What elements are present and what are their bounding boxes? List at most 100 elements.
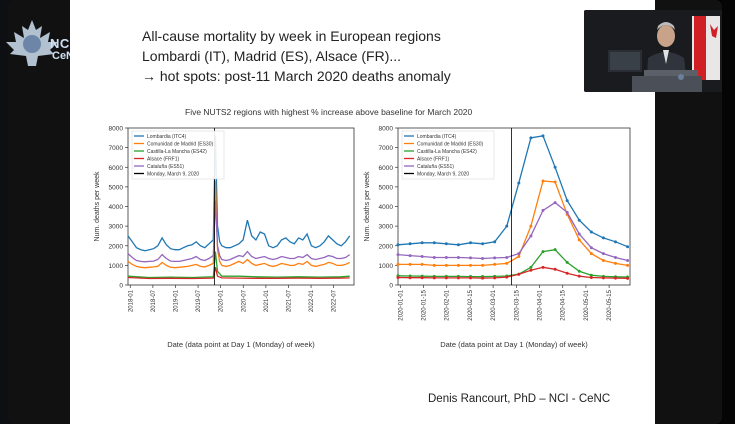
data-point-madrid bbox=[408, 262, 412, 266]
x-tick-label: 2020-04-01 bbox=[538, 289, 544, 320]
data-point-lombardia bbox=[517, 181, 521, 185]
data-point-alsace bbox=[481, 276, 485, 280]
data-point-alsace bbox=[408, 276, 412, 280]
data-point-lombardia bbox=[529, 136, 533, 140]
y-axis-label: Num. deaths per week bbox=[94, 171, 101, 242]
y-axis-label: Num. deaths per week bbox=[364, 171, 371, 242]
legend-box bbox=[401, 130, 495, 180]
data-point-lombardia bbox=[541, 134, 545, 138]
y-tick-label: 6000 bbox=[379, 165, 394, 172]
data-point-alsace bbox=[469, 276, 472, 280]
logo-text: NCI bbox=[50, 36, 74, 51]
y-tick-label: 8000 bbox=[379, 126, 394, 133]
data-point-cataluna bbox=[589, 246, 593, 250]
series-line-alsace bbox=[397, 266, 628, 279]
x-tick-label: 2020-07 bbox=[241, 289, 247, 312]
data-point-cataluna bbox=[493, 256, 497, 260]
data-point-madrid bbox=[601, 258, 605, 262]
data-point-madrid bbox=[456, 263, 460, 267]
data-point-lombardia bbox=[589, 230, 593, 234]
data-point-cataluna bbox=[481, 257, 485, 261]
data-point-cataluna bbox=[420, 255, 424, 259]
speaker-video-image bbox=[584, 10, 726, 92]
series-line-lombardia bbox=[127, 135, 351, 252]
x-tick-label: 2021-07 bbox=[286, 289, 292, 312]
data-point-cataluna bbox=[553, 201, 557, 205]
data-point-madrid bbox=[481, 263, 485, 267]
data-point-cataluna bbox=[517, 252, 521, 256]
data-point-alsace bbox=[529, 268, 533, 272]
nci-logo bbox=[2, 18, 122, 76]
data-point-madrid bbox=[432, 263, 436, 267]
data-point-cataluna bbox=[614, 256, 617, 260]
legend-label: Alsace (FRF1) bbox=[147, 157, 180, 163]
data-point-madrid bbox=[493, 262, 497, 266]
legend-label: Castilla-La Mancha (ES42) bbox=[147, 149, 207, 155]
x-tick-label: 2021-01 bbox=[264, 289, 270, 312]
data-point-cataluna bbox=[396, 253, 400, 257]
data-point-castilla bbox=[589, 273, 593, 277]
figure-title: Five NUTS2 regions with highest % increa… bbox=[185, 107, 473, 117]
data-point-madrid bbox=[517, 255, 521, 259]
y-tick-label: 4000 bbox=[109, 204, 124, 211]
series-line-madrid bbox=[127, 180, 350, 269]
data-point-alsace bbox=[444, 276, 448, 280]
data-point-madrid bbox=[469, 263, 472, 267]
data-point-alsace bbox=[456, 276, 460, 280]
y-tick-label: 4000 bbox=[379, 204, 394, 211]
title-line-2: Lombardi (IT), Madrid (ES), Alsace (FR).… bbox=[142, 48, 402, 64]
slide bbox=[70, 0, 655, 424]
data-point-alsace bbox=[493, 276, 497, 280]
y-tick-label: 3000 bbox=[109, 224, 124, 231]
x-tick-label: 2020-02-15 bbox=[468, 289, 474, 320]
legend-label: Monday, March 9, 2020 bbox=[417, 172, 469, 178]
data-point-madrid bbox=[505, 261, 509, 265]
data-point-lombardia bbox=[626, 245, 630, 249]
data-point-alsace bbox=[577, 274, 581, 278]
y-tick-label: 3000 bbox=[379, 224, 394, 231]
series-line-lombardia bbox=[397, 135, 628, 248]
data-point-lombardia bbox=[565, 199, 569, 203]
data-point-alsace bbox=[541, 265, 545, 269]
data-point-madrid bbox=[396, 262, 400, 266]
slide-title: All-cause mortality by week in European … bbox=[142, 26, 451, 86]
series-line-cataluna bbox=[127, 200, 351, 263]
y-tick-label: 5000 bbox=[379, 184, 394, 191]
data-point-madrid bbox=[626, 263, 630, 267]
legend-label: Comunidad de Madrid (ES30) bbox=[147, 142, 213, 148]
data-point-cataluna bbox=[541, 208, 545, 212]
legend-label: Lombardia (ITC4) bbox=[147, 134, 187, 140]
data-point-madrid bbox=[529, 224, 533, 228]
x-tick-label: 2020-01 bbox=[219, 289, 225, 312]
data-point-lombardia bbox=[408, 242, 412, 246]
legend-label: Lombardia (ITC4) bbox=[417, 134, 457, 140]
data-point-cataluna bbox=[626, 258, 630, 262]
data-point-cataluna bbox=[444, 256, 448, 260]
legend-label: Comunidad de Madrid (ES30) bbox=[417, 142, 483, 148]
y-tick-label: 5000 bbox=[109, 184, 124, 191]
data-point-madrid bbox=[577, 238, 581, 242]
data-point-madrid bbox=[553, 180, 557, 184]
series-line-castilla bbox=[127, 251, 350, 279]
legend-label: Cataluña (ES51) bbox=[417, 164, 454, 170]
data-point-lombardia bbox=[493, 240, 497, 244]
data-point-cataluna bbox=[505, 256, 509, 260]
x-tick-label: 2020-01-15 bbox=[422, 289, 428, 320]
data-point-lombardia bbox=[601, 236, 605, 240]
x-tick-label: 2020-03-15 bbox=[514, 289, 520, 320]
data-point-castilla bbox=[565, 260, 569, 264]
y-tick-label: 0 bbox=[119, 283, 123, 290]
x-tick-label: 2020-05-15 bbox=[607, 289, 613, 320]
data-point-alsace bbox=[553, 267, 557, 271]
data-point-cataluna bbox=[565, 210, 569, 214]
data-point-lombardia bbox=[432, 241, 436, 245]
series-line-alsace bbox=[127, 267, 350, 280]
data-point-lombardia bbox=[456, 243, 460, 247]
y-tick-label: 7000 bbox=[379, 145, 394, 152]
data-point-lombardia bbox=[577, 218, 581, 222]
data-point-lombardia bbox=[469, 241, 472, 245]
series-line-madrid bbox=[398, 180, 628, 267]
data-point-lombardia bbox=[505, 224, 509, 228]
x-tick-label: 2020-02-01 bbox=[445, 289, 451, 320]
x-tick-label: 2020-05-01 bbox=[584, 289, 590, 320]
